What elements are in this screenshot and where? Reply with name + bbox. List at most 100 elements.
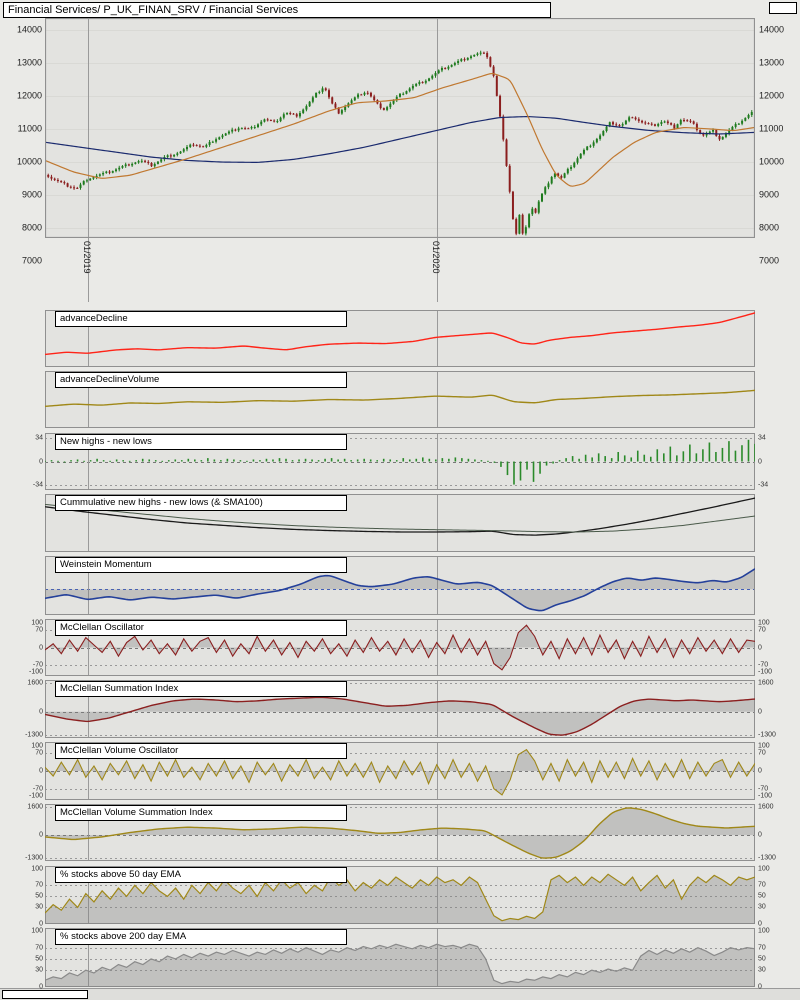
- panel-title-box-advanceDeclineVolume: advanceDeclineVolume: [55, 372, 347, 388]
- panel-y-tick-right: 70: [758, 944, 766, 952]
- panel-y-tick-left: 0: [39, 458, 43, 465]
- main-y-tick-right: 7000: [759, 255, 780, 266]
- panel-y-tick-right: 30: [758, 966, 766, 974]
- main-y-tick-right: 11000: [759, 123, 784, 134]
- panel-title-box-pctAbove50EMA: % stocks above 50 day EMA: [55, 867, 347, 883]
- top-right-box[interactable]: [769, 2, 797, 14]
- main-y-tick-left: 8000: [21, 222, 42, 233]
- panel-y-tick-right: 100: [758, 865, 770, 873]
- panel-y-tick-right: 70: [758, 749, 766, 757]
- panel-title: Cummulative new highs - new lows (& SMA1…: [60, 497, 263, 508]
- chart-title: Financial Services/ P_UK_FINAN_SRV / Fin…: [8, 4, 299, 16]
- panel-y-tick-left: 70: [35, 881, 43, 889]
- panel-y-tick-right: 1600: [758, 679, 774, 687]
- status-box: [2, 990, 88, 999]
- panel-y-tick-left: -70: [32, 661, 43, 669]
- panel-y-tick-left: -34: [32, 481, 43, 489]
- panel-y-tick-left: -1300: [25, 731, 43, 739]
- panel-y-tick-right: 100: [758, 927, 770, 935]
- panel-title: McClellan Summation Index: [60, 683, 179, 694]
- panel-y-tick-right: 0: [758, 831, 762, 839]
- panel-title: advanceDecline: [60, 313, 128, 324]
- panel-title: McClellan Volume Oscillator: [60, 745, 179, 756]
- panel-title-box-pctAbove200EMA: % stocks above 200 day EMA: [55, 929, 347, 945]
- panel-y-tick-right: -100: [758, 668, 773, 676]
- main-y-tick-right: 9000: [759, 189, 780, 200]
- panel-title-box-advanceDecline: advanceDecline: [55, 311, 347, 327]
- vertical-gridline: [437, 238, 438, 302]
- panel-y-tick-left: -70: [32, 785, 43, 793]
- panel-y-tick-right: 30: [758, 903, 766, 911]
- panel-title: McClellan Volume Summation Index: [60, 807, 213, 818]
- panel-y-tick-right: 0: [758, 920, 762, 928]
- x-axis-date-label: 01/2020: [431, 241, 441, 274]
- panel-title-box-mcclellanSummation: McClellan Summation Index: [55, 681, 347, 697]
- main-y-tick-left: 12000: [16, 90, 42, 101]
- panel-y-tick-left: -100: [28, 792, 43, 800]
- main-y-tick-left: 11000: [17, 123, 42, 134]
- panel-y-tick-left: 100: [31, 742, 43, 750]
- panel-title: advanceDeclineVolume: [60, 374, 160, 385]
- panel-y-tick-right: -70: [758, 785, 769, 793]
- panel-y-tick-left: 0: [39, 920, 43, 928]
- panel-y-tick-left: 50: [35, 892, 43, 900]
- panel-y-tick-left: 1600: [27, 679, 43, 687]
- panel-y-tick-left: 100: [31, 865, 43, 873]
- panel-y-tick-left: 0: [39, 983, 43, 991]
- panel-y-tick-left: 30: [35, 966, 43, 974]
- panel-y-tick-left: 0: [39, 708, 43, 716]
- panel-title-box-mcclellanVolumeOscillator: McClellan Volume Oscillator: [55, 743, 347, 759]
- panel-y-tick-left: 70: [35, 626, 43, 634]
- panel-y-tick-left: -1300: [25, 854, 43, 862]
- panel-y-tick-right: -34: [758, 481, 769, 489]
- panel-y-tick-right: 0: [758, 458, 762, 465]
- panel-y-tick-right: 100: [758, 619, 770, 627]
- panel-y-tick-right: 50: [758, 955, 766, 963]
- panel-y-tick-right: -70: [758, 661, 769, 669]
- panel-y-tick-right: -1300: [758, 854, 776, 862]
- panel-y-tick-right: 100: [758, 742, 770, 750]
- panel-y-tick-right: 34: [758, 434, 766, 442]
- panel-y-tick-right: 70: [758, 626, 766, 634]
- panel-title: McClellan Oscillator: [60, 622, 144, 633]
- panel-y-tick-right: 0: [758, 644, 762, 651]
- panel-y-tick-right: 0: [758, 708, 762, 716]
- panel-y-tick-right: 0: [758, 983, 762, 991]
- panel-y-tick-left: 30: [35, 903, 43, 911]
- panel-y-tick-left: 50: [35, 955, 43, 963]
- panel-y-tick-right: 0: [758, 767, 762, 775]
- panel-y-tick-right: -100: [758, 792, 773, 800]
- panel-y-tick-left: 0: [39, 644, 43, 651]
- main-y-tick-right: 12000: [759, 90, 785, 101]
- panel-y-tick-left: 34: [35, 434, 43, 442]
- panel-y-tick-right: 50: [758, 892, 766, 900]
- panel-y-tick-left: 1600: [27, 803, 43, 811]
- chart-title-box: Financial Services/ P_UK_FINAN_SRV / Fin…: [3, 2, 551, 18]
- main-y-tick-left: 13000: [16, 57, 42, 68]
- panel-y-tick-left: 0: [39, 767, 43, 775]
- panel-y-tick-left: 0: [39, 831, 43, 839]
- panel-y-tick-left: -100: [28, 668, 43, 676]
- panel-y-tick-right: 1600: [758, 803, 774, 811]
- main-y-tick-left: 9000: [21, 189, 42, 200]
- main-price-plot[interactable]: [45, 18, 755, 238]
- panel-title: New highs - new lows: [60, 436, 152, 447]
- panel-title: % stocks above 200 day EMA: [60, 931, 187, 942]
- panel-title: Weinstein Momentum: [60, 559, 152, 570]
- panel-y-tick-right: 70: [758, 881, 766, 889]
- panel-y-tick-left: 100: [31, 927, 43, 935]
- x-axis-date-label: 01/2019: [82, 241, 92, 274]
- panel-title-box-newHighsNewLows: New highs - new lows: [55, 434, 347, 450]
- panel-title-box-cumNewHighsLows: Cummulative new highs - new lows (& SMA1…: [55, 495, 347, 511]
- main-y-tick-right: 8000: [759, 222, 780, 233]
- main-y-tick-left: 7000: [21, 255, 42, 266]
- status-strip: [0, 988, 800, 1000]
- main-y-tick-left: 14000: [16, 24, 42, 35]
- panel-title-box-mcclellanVolumeSummation: McClellan Volume Summation Index: [55, 805, 347, 821]
- panel-y-tick-right: -1300: [758, 731, 776, 739]
- main-y-tick-left: 10000: [16, 156, 42, 167]
- main-y-tick-right: 10000: [759, 156, 785, 167]
- panel-title-box-mcclellanOscillator: McClellan Oscillator: [55, 620, 347, 636]
- main-y-tick-right: 14000: [759, 24, 785, 35]
